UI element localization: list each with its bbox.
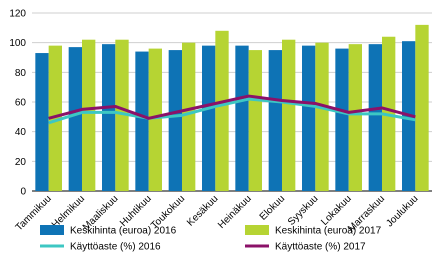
legend-swatch [40,225,64,235]
bar [182,42,196,191]
y-tick-label: 20 [15,157,27,168]
line [48,94,416,120]
bar [315,42,329,191]
legend-label: Käyttöaste (%) 2017 [275,242,366,253]
bar [215,30,229,191]
bar [48,45,62,192]
bar [82,39,96,192]
x-tick-label: Lokakuu [319,193,354,228]
x-tick-label: Elokuu [258,193,287,222]
bar [282,39,296,192]
bar [35,53,49,191]
y-tick-label: 120 [9,9,26,20]
bar [248,50,262,192]
bar [348,44,362,192]
bar [168,50,182,192]
y-tick-label: 0 [20,187,26,198]
bar [302,45,316,192]
bar [368,44,382,192]
y-tick-label: 60 [15,98,27,109]
legend-swatch [245,225,269,235]
legend-label: Keskihinta (euroa) 2017 [275,226,382,237]
bar [115,39,129,192]
line [48,97,416,125]
bar [102,44,116,192]
y-tick-label: 80 [15,68,27,79]
legend-label: Käyttöaste (%) 2016 [70,242,161,253]
x-tick-label: Joulukuu [384,193,420,229]
legend-label: Keskihinta (euroa) 2016 [70,226,177,237]
bar [415,24,429,191]
bar [268,50,282,192]
y-tick-label: 40 [15,127,27,138]
bar [68,47,82,191]
bar [335,48,349,191]
y-tick-label: 100 [9,38,26,49]
bar [148,48,162,191]
bar [202,45,216,192]
bar [235,45,249,192]
x-tick-label: Syyskuu [286,193,321,228]
bar [135,51,149,191]
